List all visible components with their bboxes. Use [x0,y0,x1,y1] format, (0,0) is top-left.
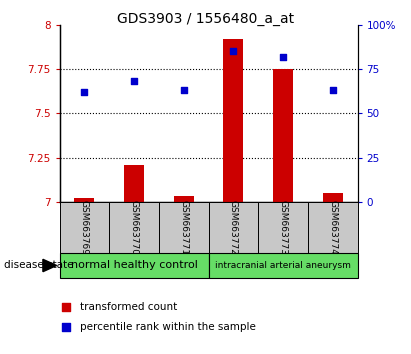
Bar [208,253,358,278]
Text: GSM663771: GSM663771 [179,200,188,255]
Point [280,54,286,59]
Text: percentile rank within the sample: percentile rank within the sample [81,322,256,332]
Polygon shape [43,259,57,272]
Bar [224,39,243,202]
Point [230,48,237,54]
Text: GDS3903 / 1556480_a_at: GDS3903 / 1556480_a_at [117,12,294,27]
Point [62,304,69,309]
Text: transformed count: transformed count [81,302,178,312]
Text: GSM663769: GSM663769 [80,200,89,255]
Text: GSM663774: GSM663774 [328,200,337,255]
Bar [273,69,293,202]
Text: normal healthy control: normal healthy control [71,261,198,270]
Text: intracranial arterial aneurysm: intracranial arterial aneurysm [215,261,351,270]
Bar [60,202,109,253]
Text: GSM663772: GSM663772 [229,200,238,255]
Bar [74,198,95,202]
Bar [124,165,144,202]
Text: GSM663773: GSM663773 [279,200,288,255]
Point [330,87,336,93]
Text: GSM663770: GSM663770 [129,200,139,255]
Bar [159,202,208,253]
Bar [323,193,343,202]
Bar [60,253,209,278]
Point [62,324,69,330]
Point [131,79,137,84]
Text: disease state: disease state [4,261,74,270]
Bar [208,202,258,253]
Bar [109,202,159,253]
Bar [308,202,358,253]
Point [180,87,187,93]
Bar [174,196,194,202]
Point [81,89,88,95]
Bar [258,202,308,253]
